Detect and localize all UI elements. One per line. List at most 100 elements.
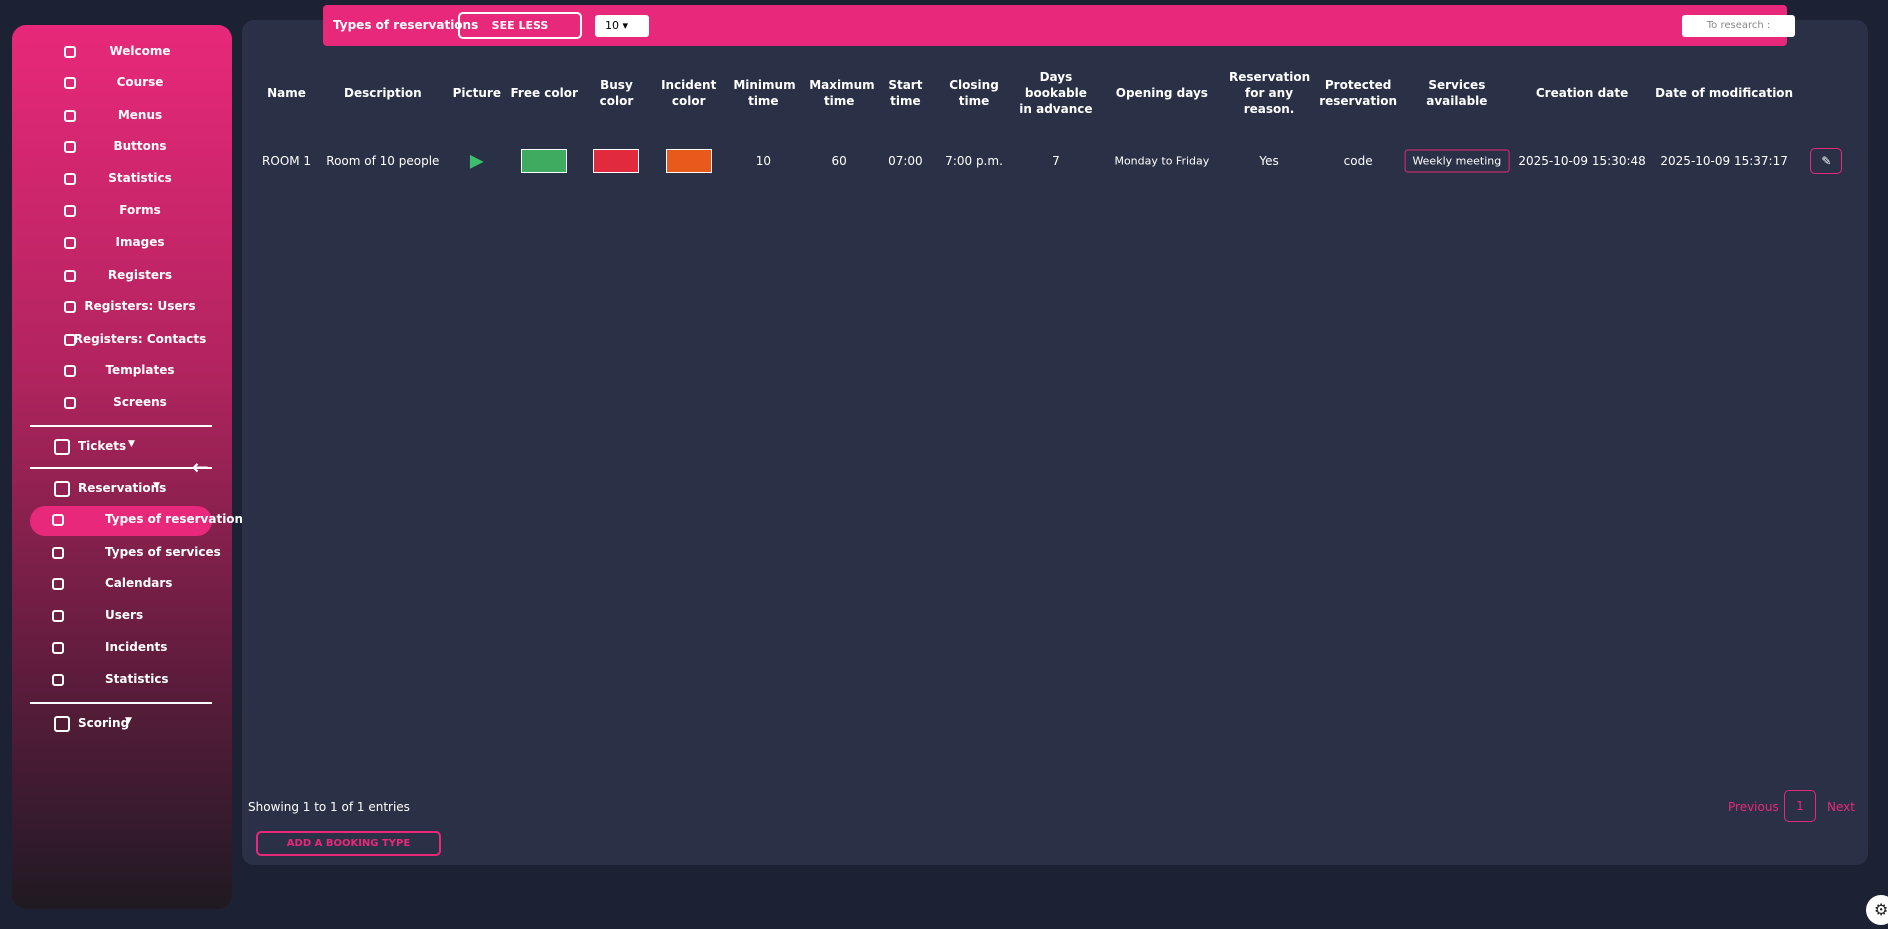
menu-item[interactable]: Registers [107,267,173,282]
cell: Monday to Friday [1114,154,1210,168]
column-header: Services available [1426,77,1488,108]
menu-icon [64,301,76,314]
group-icon [54,480,70,497]
active-highlight [30,506,212,536]
cell: Room of 10 people [326,154,440,169]
caret: ▼ [125,715,132,726]
cell: code [1343,154,1373,169]
menu-icon [64,45,76,58]
column-header: Date of modification [1655,85,1794,100]
caret: ▼ [153,480,160,491]
page-size: 10 [605,19,619,32]
color-swatch [593,149,640,174]
column-header: Picture [452,85,501,100]
column-header: Protected reservation [1319,77,1398,108]
column-header: Description [344,85,422,100]
menu-item[interactable]: Forms [119,202,161,217]
column-header: Opening days [1115,85,1208,100]
menu-item[interactable]: Images [115,235,165,250]
back-arrow[interactable]: ← [192,455,209,480]
column-header: Maximum time [809,77,875,108]
group-icon [54,438,70,455]
menu-item[interactable]: Calendars [105,575,173,590]
cell: 10 [755,154,771,169]
cell: ROOM 1 [262,154,312,169]
toolbar: Types of reservations SEE LESS 10 ▾ To r… [323,5,1795,46]
menu-icon [64,237,76,250]
menu-item[interactable]: Welcome [109,43,171,58]
spacer [1827,865,1830,868]
menu-item[interactable]: Types of services [105,544,221,559]
picture: ▶ [469,150,484,172]
menu-icon [64,140,76,153]
menu-icon [64,397,76,410]
entries-info: Showing 1 to 1 of 1 entries [248,800,410,814]
menu-icon [64,173,76,186]
menu-icon [64,77,76,90]
settings-button[interactable]: ⚙ [1866,895,1888,925]
separator [30,467,212,470]
menu-icon [64,364,76,377]
menu-icon [52,514,64,527]
separator [30,425,212,427]
group-icon [54,715,70,732]
add-button[interactable]: ADD A BOOKING TYPE [256,831,441,856]
cell: 7:00 p.m. [945,154,1003,169]
column-header: Days bookable in advance [1019,69,1093,116]
menu-item[interactable]: Statistics [108,171,172,186]
menu-item[interactable]: Users [105,608,144,623]
column-header: Name [267,85,306,100]
cell: 60 [831,154,847,169]
menu-icon [64,333,76,346]
cell: Yes [1259,154,1279,169]
menu-item[interactable]: Menus [117,107,163,122]
page-size-select[interactable]: 10 ▾ [595,15,649,37]
sidebar: Welcome Course Menus Buttons Statistics Forms… [12,25,250,909]
column-header: Minimum time [733,77,796,108]
see-less-button[interactable]: SEE LESS [458,12,582,39]
toolbar-title: Types of reservations [333,18,479,32]
color-swatch [521,149,568,174]
content-panel [242,20,1868,865]
column-header: Creation date [1535,85,1629,100]
menu-item[interactable]: Buttons [113,138,167,153]
cell: 07:00 [888,154,923,169]
column-header: Closing time [949,77,999,108]
menu-icon [64,109,76,122]
menu-item[interactable]: Incidents [105,639,168,654]
menu-icon [64,269,76,282]
menu-item[interactable]: Screens [113,395,167,410]
menu-item[interactable]: Types of reservations [105,512,251,527]
menu-item[interactable]: Course [116,75,164,90]
menu-icon [52,674,64,687]
menu-icon [64,204,76,217]
group-title[interactable]: Scoring [78,715,130,730]
caret: ▼ [128,438,135,449]
separator [30,701,212,704]
page-button[interactable]: 1 [1784,790,1816,822]
cell: 7 [1052,154,1060,169]
group-title[interactable]: Tickets [78,438,127,453]
menu-item[interactable]: Templates [105,362,175,377]
search-input[interactable]: To research : [1682,15,1795,37]
column-header: Start time [888,77,923,108]
column-header: Busy color [599,77,634,108]
menu-item[interactable]: Registers: Users [84,299,196,314]
cell: 2025-10-09 15:30:48 [1518,154,1646,169]
column-header: Reservation for any reason. [1229,69,1311,116]
color-swatch [665,149,712,174]
prev-button[interactable]: Previous [1728,800,1779,814]
menu-icon [52,546,64,559]
group-title[interactable]: Reservations [78,480,167,495]
menu-icon [52,577,64,590]
column-header: Free color [510,85,578,100]
menu-item[interactable]: Registers: Contacts [73,331,207,346]
column-header: Incident color [661,77,717,108]
edit-button[interactable]: ✎ [1810,148,1843,175]
menu-item[interactable]: Statistics [105,672,169,687]
next-button[interactable]: Next [1827,800,1855,814]
cell: Weekly meeting [1404,149,1510,173]
menu-icon [52,610,64,623]
menu-icon [52,641,64,654]
